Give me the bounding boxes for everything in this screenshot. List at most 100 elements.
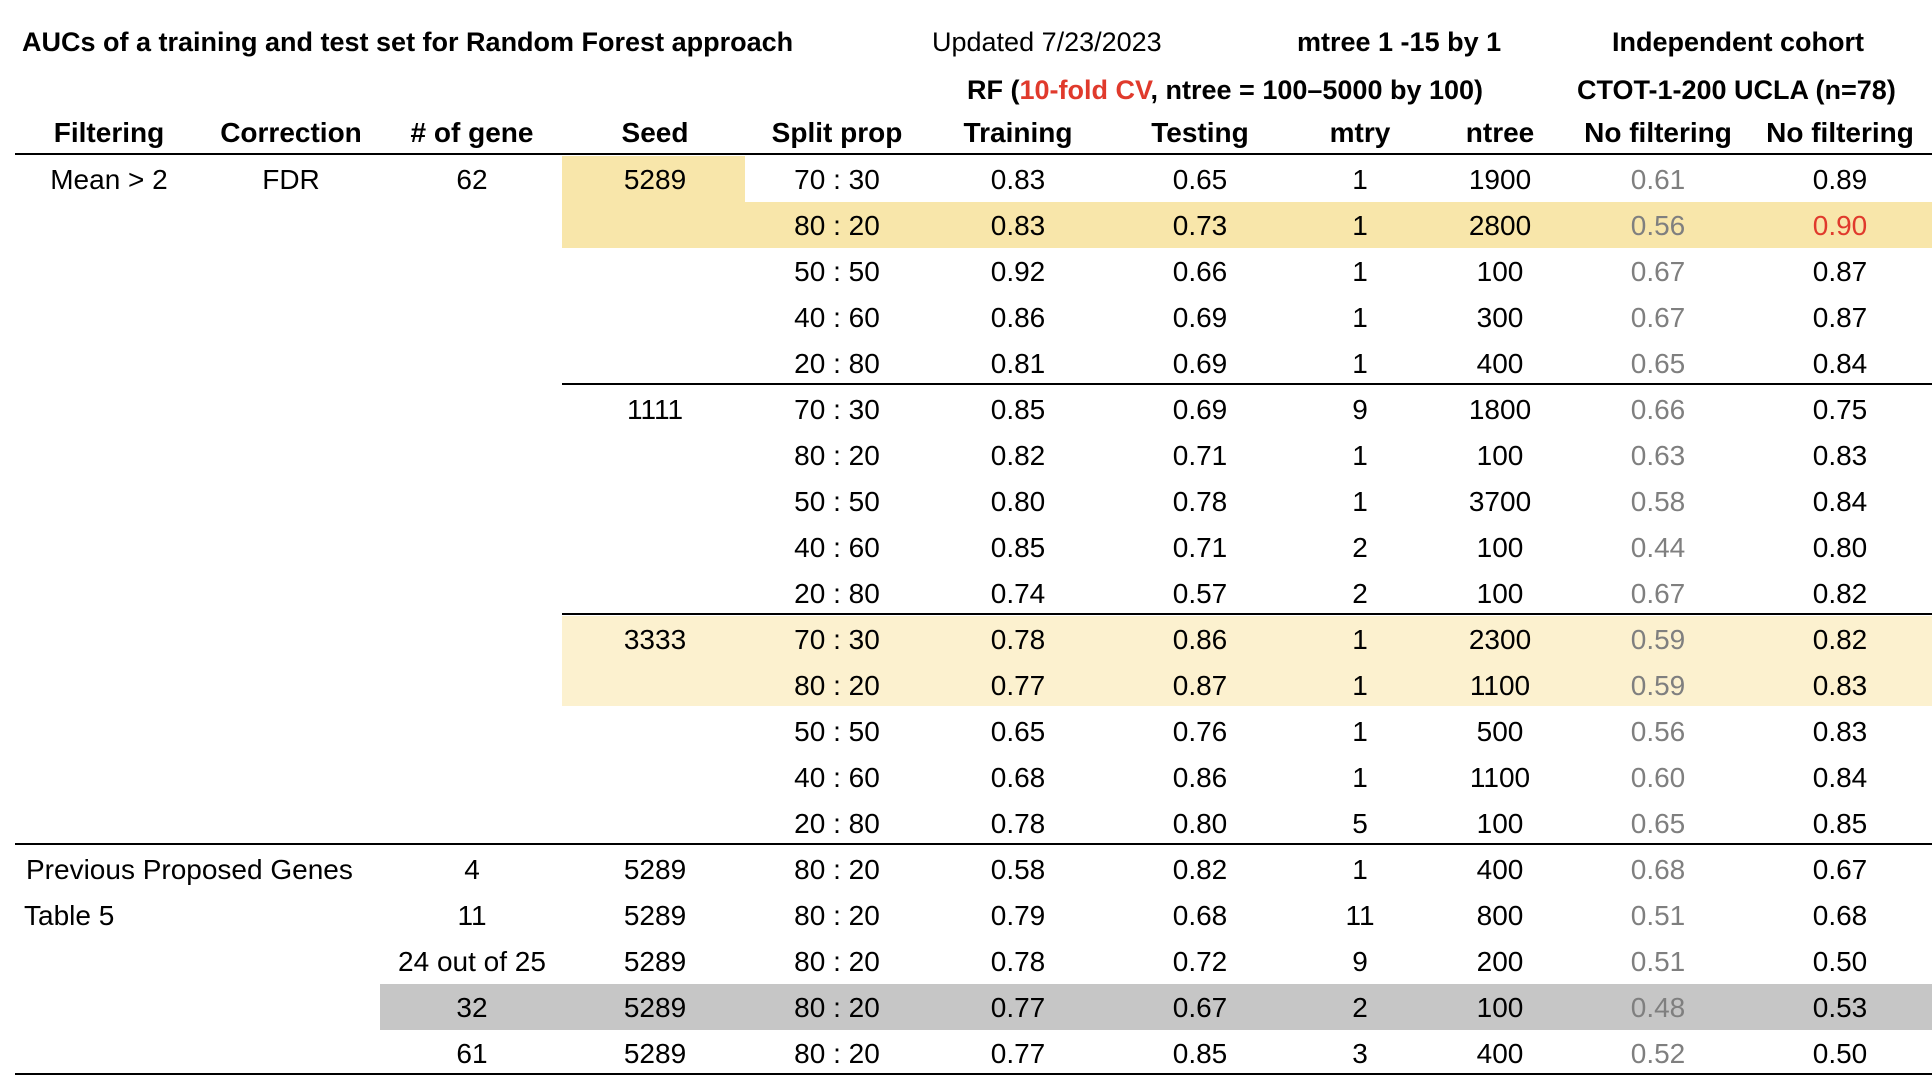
previous-proposed-genes-label: Previous Proposed Genes [26,854,353,885]
mtry-cell: 2 [1352,532,1368,563]
mtry-cell: 9 [1352,394,1368,425]
split-prop-cell: 20 : 80 [794,348,880,379]
no-filtering-auc-1-cell: 0.51 [1630,946,1686,977]
split-prop-cell: 80 : 20 [794,946,880,977]
ntree-cell: 1800 [1468,394,1532,425]
highlight-seed-5289-cell [562,156,745,202]
no-filtering-auc-2-cell: 0.67 [1812,854,1868,885]
no-filtering-auc-2-cell: 0.82 [1812,624,1868,655]
testing-auc-cell: 0.57 [1172,578,1228,609]
testing-auc-cell: 0.86 [1172,762,1228,793]
testing-auc-cell: 0.72 [1172,946,1228,977]
training-auc-cell: 0.58 [990,854,1046,885]
column-header-testing: Testing [1151,117,1249,148]
testing-auc-cell: 0.80 [1172,808,1228,839]
mtry-cell: 11 [1345,900,1375,931]
no-filtering-auc-1-cell: 0.68 [1630,854,1686,885]
mtry-cell: 1 [1352,302,1368,333]
ntree-cell: 100 [1476,532,1524,563]
ntree-cell: 500 [1476,716,1524,747]
testing-auc-cell: 0.73 [1172,210,1228,241]
split-prop-cell: 70 : 30 [794,164,880,195]
no-filtering-auc-1-cell: 0.59 [1630,624,1686,655]
training-auc-cell: 0.78 [990,808,1046,839]
gene-count-cell: 4 [464,854,480,885]
highlight-seed-3333-rows [562,616,1932,706]
mtry-cell: 2 [1352,578,1368,609]
training-auc-cell: 0.77 [990,1038,1046,1069]
mtry-cell: 2 [1352,992,1368,1023]
no-filtering-auc-1-cell: 0.58 [1630,486,1686,517]
no-filtering-auc-2-cell: 0.87 [1812,256,1868,287]
split-prop-cell: 40 : 60 [794,532,880,563]
ntree-cell: 100 [1476,440,1524,471]
training-auc-cell: 0.83 [990,210,1046,241]
no-filtering-auc-1-cell: 0.56 [1630,210,1686,241]
ntree-cell: 400 [1476,1038,1524,1069]
no-filtering-auc-2-cell: 0.53 [1812,992,1868,1023]
training-auc-cell: 0.85 [990,532,1046,563]
column-header-mtry: mtry [1329,117,1391,148]
training-auc-cell: 0.83 [990,164,1046,195]
no-filtering-auc-2-cell: 0.90 [1812,210,1868,241]
seed-3333-rule [562,613,1932,615]
gene-count-cell: 32 [456,992,488,1023]
no-filtering-auc-2-cell: 0.80 [1812,532,1868,563]
training-auc-cell: 0.78 [990,624,1046,655]
ntree-cell: 100 [1476,578,1524,609]
ntree-cell: 2300 [1468,624,1532,655]
column-header-no-filtering-2: No filtering [1766,117,1914,148]
training-auc-cell: 0.77 [990,992,1046,1023]
seed-cell: 5289 [623,992,687,1023]
split-prop-cell: 80 : 20 [794,854,880,885]
training-auc-cell: 0.65 [990,716,1046,747]
mtry-cell: 1 [1352,440,1368,471]
no-filtering-auc-1-cell: 0.59 [1630,670,1686,701]
training-auc-cell: 0.80 [990,486,1046,517]
seed-cell: 3333 [623,624,687,655]
column-header-seed: Seed [621,117,689,148]
ntree-cell: 100 [1476,992,1524,1023]
training-auc-cell: 0.81 [990,348,1046,379]
column-header-filtering: Filtering [53,117,165,148]
no-filtering-auc-2-cell: 0.87 [1812,302,1868,333]
mtry-cell: 1 [1352,854,1368,885]
split-prop-cell: 50 : 50 [794,716,880,747]
testing-auc-cell: 0.67 [1172,992,1228,1023]
training-auc-cell: 0.82 [990,440,1046,471]
rf-note-cv: 10-fold CV [1019,75,1151,105]
highlight-row-best [562,202,1932,248]
no-filtering-auc-2-cell: 0.83 [1812,670,1868,701]
mtry-cell: 9 [1352,946,1368,977]
no-filtering-auc-2-cell: 0.84 [1812,486,1868,517]
mtry-cell: 1 [1352,624,1368,655]
training-auc-cell: 0.85 [990,394,1046,425]
split-prop-cell: 80 : 20 [794,1038,880,1069]
ntree-cell: 400 [1476,348,1524,379]
rf-note: RF (10-fold CV, ntree = 100–5000 by 100) [967,77,1483,104]
bottom-rule [15,1073,1932,1075]
no-filtering-auc-1-cell: 0.67 [1630,256,1686,287]
testing-auc-cell: 0.71 [1172,440,1228,471]
ntree-cell: 800 [1476,900,1524,931]
training-auc-cell: 0.78 [990,946,1046,977]
no-filtering-auc-1-cell: 0.51 [1630,900,1686,931]
no-filtering-auc-1-cell: 0.66 [1630,394,1686,425]
split-prop-cell: 40 : 60 [794,762,880,793]
mtry-cell: 1 [1352,486,1368,517]
column-header-split-prop: Split prop [771,117,903,148]
ntree-cell: 200 [1476,946,1524,977]
rf-note-suffix: , ntree = 100–5000 by 100) [1150,75,1484,105]
training-auc-cell: 0.68 [990,762,1046,793]
ntree-cell: 400 [1476,854,1524,885]
split-prop-cell: 70 : 30 [794,394,880,425]
no-filtering-auc-1-cell: 0.67 [1630,578,1686,609]
training-auc-cell: 0.79 [990,900,1046,931]
ntree-cell: 300 [1476,302,1524,333]
ntree-cell: 100 [1476,256,1524,287]
ntree-cell: 1100 [1469,670,1531,701]
no-filtering-auc-1-cell: 0.65 [1630,808,1686,839]
testing-auc-cell: 0.69 [1172,394,1228,425]
previous-genes-rule [15,843,1932,845]
no-filtering-auc-2-cell: 0.85 [1812,808,1868,839]
